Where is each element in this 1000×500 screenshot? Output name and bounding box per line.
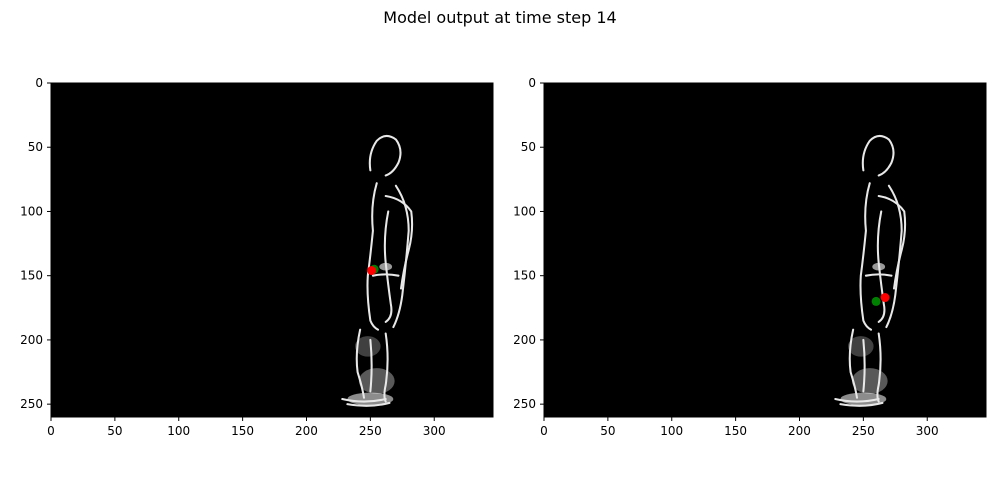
silhouette-edge bbox=[862, 338, 866, 393]
silhouette-edge bbox=[369, 338, 373, 393]
person-silhouette bbox=[834, 134, 907, 407]
axes-frame bbox=[543, 82, 987, 418]
panel-left: 0 50 100 150 200 250 300 0 50 100 150 200 250 bbox=[20, 76, 494, 438]
y-tick-label: 0 bbox=[528, 76, 536, 90]
x-tick-label: 150 bbox=[231, 424, 254, 438]
silhouette-edge bbox=[383, 210, 393, 323]
y-tick-label: 250 bbox=[20, 397, 43, 411]
silhouette-blob bbox=[358, 368, 395, 394]
silhouette-edge bbox=[864, 273, 893, 277]
x-tick-label: 300 bbox=[916, 424, 939, 438]
x-tick-label: 50 bbox=[600, 424, 615, 438]
y-tick-label: 200 bbox=[513, 333, 536, 347]
panel-right: 0 50 100 150 200 250 300 0 50 100 150 200 250 bbox=[513, 76, 987, 438]
x-tick-label: 50 bbox=[107, 424, 122, 438]
y-tick-label: 50 bbox=[28, 140, 43, 154]
silhouette-edge bbox=[859, 182, 873, 331]
axes-frame bbox=[50, 82, 494, 418]
silhouette-blob bbox=[848, 336, 874, 357]
red-point bbox=[880, 293, 890, 303]
red-point bbox=[367, 266, 377, 276]
y-tick-label: 100 bbox=[20, 204, 43, 218]
y-tick-label: 100 bbox=[513, 204, 536, 218]
silhouette-edge bbox=[384, 195, 414, 290]
green-point bbox=[871, 296, 881, 306]
x-tick-label: 150 bbox=[724, 424, 747, 438]
silhouette-blob bbox=[851, 368, 888, 394]
x-tick-label: 200 bbox=[788, 424, 811, 438]
silhouette-blob bbox=[355, 336, 381, 357]
person-silhouette bbox=[341, 134, 414, 407]
y-tick-label: 50 bbox=[521, 140, 536, 154]
silhouette-edge bbox=[371, 273, 400, 277]
x-tick-label: 250 bbox=[852, 424, 875, 438]
silhouette-edge bbox=[861, 134, 895, 177]
x-tick-label: 200 bbox=[295, 424, 318, 438]
figure-title: Model output at time step 14 bbox=[383, 8, 617, 27]
x-tick-label: 0 bbox=[47, 424, 55, 438]
silhouette-edge bbox=[341, 397, 391, 407]
image-background bbox=[51, 83, 493, 417]
silhouette-edge bbox=[834, 397, 884, 407]
silhouette-edge bbox=[876, 210, 886, 323]
y-tick-label: 0 bbox=[35, 76, 43, 90]
silhouette-edge bbox=[877, 195, 907, 290]
silhouette-edge bbox=[368, 134, 402, 177]
silhouette-edge bbox=[848, 328, 882, 403]
y-tick-label: 200 bbox=[20, 333, 43, 347]
x-tick-label: 0 bbox=[540, 424, 548, 438]
image-background bbox=[544, 83, 986, 417]
x-tick-label: 100 bbox=[660, 424, 683, 438]
silhouette-edge bbox=[366, 182, 380, 331]
y-tick-label: 250 bbox=[513, 397, 536, 411]
y-tick-label: 150 bbox=[20, 269, 43, 283]
x-tick-label: 100 bbox=[167, 424, 190, 438]
x-tick-label: 300 bbox=[423, 424, 446, 438]
silhouette-edge bbox=[355, 328, 389, 403]
x-tick-label: 250 bbox=[359, 424, 382, 438]
y-tick-label: 150 bbox=[513, 269, 536, 283]
